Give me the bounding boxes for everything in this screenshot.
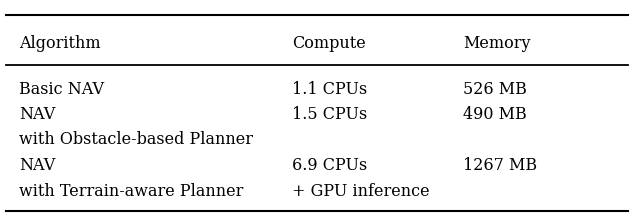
Text: Memory: Memory — [463, 35, 530, 52]
Text: NAV: NAV — [19, 157, 55, 174]
Text: 6.9 CPUs: 6.9 CPUs — [292, 157, 367, 174]
Text: 1.5 CPUs: 1.5 CPUs — [292, 106, 367, 123]
Text: Basic NAV: Basic NAV — [19, 81, 104, 98]
Text: NAV: NAV — [19, 106, 55, 123]
Text: with Obstacle-based Planner: with Obstacle-based Planner — [19, 131, 253, 148]
Text: with Terrain-aware Planner: with Terrain-aware Planner — [19, 183, 243, 200]
Text: Algorithm: Algorithm — [19, 35, 101, 52]
Text: 490 MB: 490 MB — [463, 106, 527, 123]
Text: 1.1 CPUs: 1.1 CPUs — [292, 81, 367, 98]
Text: + GPU inference: + GPU inference — [292, 183, 429, 200]
Text: 526 MB: 526 MB — [463, 81, 527, 98]
Text: 1267 MB: 1267 MB — [463, 157, 537, 174]
Text: Compute: Compute — [292, 35, 365, 52]
